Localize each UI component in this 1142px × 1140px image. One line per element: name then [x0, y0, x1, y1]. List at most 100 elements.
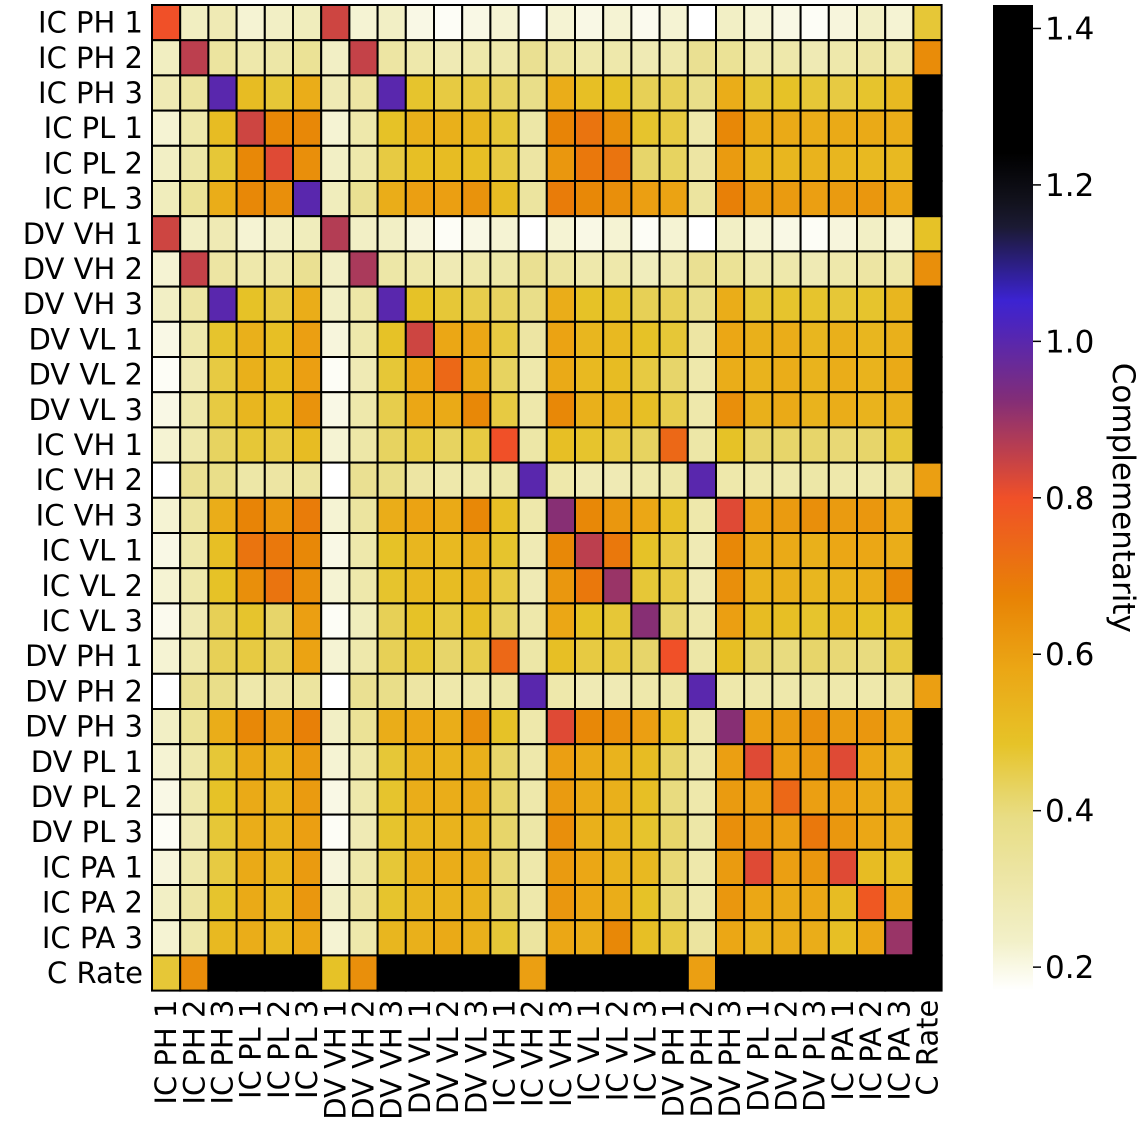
heatmap-cell [151, 778, 182, 816]
heatmap-cell [602, 391, 633, 429]
heatmap-cell [404, 708, 435, 746]
heatmap-cell [827, 391, 858, 429]
heatmap-cell [658, 39, 689, 77]
heatmap-cell [292, 743, 323, 781]
heatmap-cell [912, 215, 943, 253]
heatmap-cell [743, 461, 774, 499]
heatmap-cell [517, 708, 548, 746]
x-tick-label: C Rate [911, 1000, 945, 1096]
heatmap-cell [884, 532, 915, 570]
heatmap-cell [912, 743, 943, 781]
colorbar-tick-label: 1.0 [1045, 324, 1094, 360]
heatmap-cell [179, 708, 210, 746]
heatmap-cell [771, 602, 802, 640]
heatmap-cell [799, 532, 830, 570]
heatmap-cell [235, 285, 266, 323]
heatmap-cell [404, 144, 435, 183]
heatmap-cell [856, 919, 887, 957]
heatmap-cell [884, 848, 915, 886]
heatmap-cell [912, 778, 943, 816]
heatmap-cell [151, 743, 182, 781]
heatmap-cell [686, 708, 717, 746]
heatmap-cell [912, 356, 943, 394]
heatmap-cell [263, 602, 294, 640]
heatmap-cell [658, 285, 689, 323]
heatmap-cell [856, 250, 887, 288]
heatmap-cell [207, 74, 238, 112]
heatmap-cell [827, 461, 858, 499]
heatmap-cell [404, 461, 435, 499]
heatmap-cell [433, 496, 464, 534]
heatmap-cell [602, 532, 633, 570]
heatmap-cell [715, 496, 746, 534]
heatmap-cell [574, 743, 605, 781]
heatmap-cell [771, 672, 802, 710]
heatmap-cell [686, 602, 717, 640]
heatmap-cell [602, 4, 633, 42]
heatmap-cell [461, 637, 492, 675]
heatmap-cell [292, 954, 323, 992]
heatmap-cell [235, 954, 266, 992]
heatmap-cell [856, 320, 887, 358]
heatmap-cell [376, 567, 407, 605]
y-tick-label: IC PL 1 [44, 111, 143, 145]
heatmap-cell [602, 180, 633, 218]
heatmap-cell [827, 496, 858, 534]
y-tick-label: DV VH 1 [23, 217, 143, 251]
heatmap-cell [799, 250, 830, 288]
x-tick-label: IC PH 1 [149, 1000, 183, 1105]
heatmap-cell [912, 708, 943, 746]
heatmap-cell [292, 320, 323, 358]
heatmap-cell [320, 39, 351, 77]
heatmap-cell [545, 250, 576, 288]
heatmap-cell [517, 567, 548, 605]
heatmap-cell [630, 813, 661, 851]
heatmap-cell [743, 602, 774, 640]
heatmap-cell [686, 426, 717, 464]
heatmap-cell [292, 39, 323, 77]
heatmap-cell [320, 320, 351, 358]
heatmap-cell [179, 4, 210, 42]
x-tick-label: IC PL 1 [234, 1000, 268, 1099]
heatmap-cell [545, 672, 576, 710]
heatmap-cell [799, 39, 830, 77]
heatmap-cell [179, 391, 210, 429]
heatmap-cell [771, 567, 802, 605]
heatmap-cell [179, 743, 210, 781]
heatmap-cell [348, 39, 379, 77]
heatmap-cell [574, 144, 605, 183]
heatmap-cell [263, 39, 294, 77]
heatmap-cell [856, 708, 887, 746]
heatmap-cell [404, 919, 435, 957]
heatmap-cell [799, 391, 830, 429]
heatmap-cell [235, 919, 266, 957]
heatmap-cell [376, 743, 407, 781]
heatmap-cell [489, 496, 520, 534]
heatmap-cell [151, 954, 182, 992]
heatmap-cell [433, 778, 464, 816]
heatmap-cell [348, 919, 379, 957]
heatmap-cell [827, 848, 858, 886]
heatmap-cell [630, 320, 661, 358]
heatmap-cell [686, 743, 717, 781]
y-tick-label: DV PL 2 [31, 780, 143, 814]
heatmap-cell [574, 461, 605, 499]
y-tick-label: IC VL 3 [41, 604, 143, 638]
heatmap-cell [207, 144, 238, 183]
heatmap-cell [207, 813, 238, 851]
heatmap-cell [686, 74, 717, 112]
heatmap-cell [771, 356, 802, 394]
heatmap-cell [771, 496, 802, 534]
heatmap-cell [376, 708, 407, 746]
heatmap-cell [151, 74, 182, 112]
heatmap-cell [602, 919, 633, 957]
heatmap-cell [348, 954, 379, 992]
heatmap-cell [348, 74, 379, 112]
heatmap-cell [658, 954, 689, 992]
heatmap-cell [630, 180, 661, 218]
heatmap-cell [912, 919, 943, 957]
heatmap-cell [912, 250, 943, 288]
heatmap-cell [715, 426, 746, 464]
heatmap-cell [433, 743, 464, 781]
heatmap-cell [404, 496, 435, 534]
